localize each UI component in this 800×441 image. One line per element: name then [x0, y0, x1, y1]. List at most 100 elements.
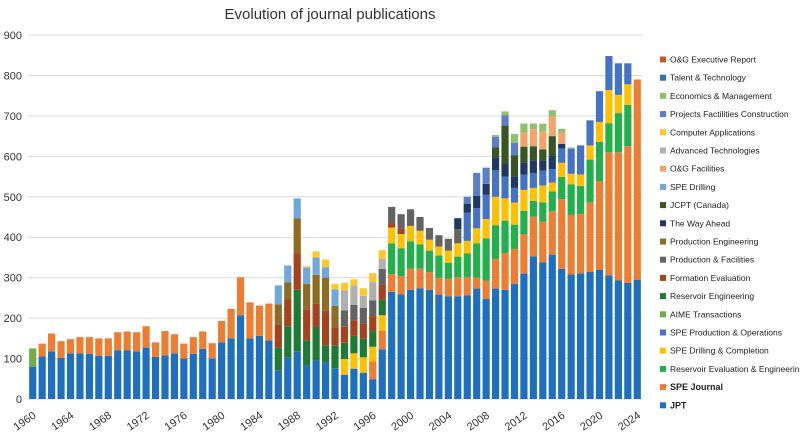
y-tick-label: 0 — [16, 394, 22, 406]
bar-segment-spe-journal-1998 — [388, 274, 396, 292]
bar-segment-projects-factilities-construction-2009 — [491, 136, 500, 148]
bar-segment-spe-drilling-completion-2015 — [548, 182, 556, 192]
bar-segment-formation-evaluation-1998 — [388, 223, 396, 228]
legend-swatch — [660, 311, 666, 318]
bar-segment-spe-journal-1961 — [38, 343, 46, 357]
bar-segment-jcpt-canada--2012 — [520, 146, 528, 163]
bar-segment-spe-drilling-completion-2006 — [463, 240, 471, 254]
bar-segment-reservoir-evaluation-engineering-2012 — [520, 210, 528, 235]
bar-segment-spe-drilling-completion-2018 — [577, 174, 585, 186]
legend-label: JCPT (Canada) — [670, 200, 729, 210]
bar-segment-formation-evaluation-1993 — [340, 326, 349, 343]
bar-segment-jcpt-canada--2010 — [501, 125, 509, 165]
bar-segment-spe-drilling-completion-2009 — [491, 196, 500, 226]
bar-segment-jpt-1993 — [340, 374, 349, 399]
bar-segment-jpt-1994 — [350, 368, 358, 399]
bar-segment-reservoir-evaluation-engineering-2016 — [558, 176, 566, 200]
bar-segment-o-g-facilities-2013 — [529, 129, 537, 147]
x-tick-label: 1976 — [163, 410, 190, 434]
bar-segment-the-way-ahead-2015 — [548, 155, 556, 170]
bar-segment-spe-drilling-1989 — [303, 267, 311, 284]
legend-swatch — [660, 147, 666, 154]
bar-segment-spe-drilling-completion-2002 — [425, 239, 434, 251]
bar-segment-the-way-ahead-2016 — [558, 143, 566, 149]
bar-segment-spe-journal-1964 — [66, 339, 75, 354]
bar-segment-jpt-1976 — [180, 358, 188, 399]
bar-segment-production-engineering-1989 — [303, 283, 311, 310]
bar-segment-production-facilities-1997 — [378, 268, 386, 285]
bar-segment-projects-factilities-construction-2006 — [463, 196, 471, 204]
bar-segment-reservoir-engineering-1994 — [350, 335, 358, 354]
bar-segment-spe-drilling-completion-2008 — [482, 219, 490, 239]
bar-segment-production-facilities-1993 — [340, 310, 349, 327]
bar-segment-spe-production-operations-2010 — [501, 176, 509, 199]
bar-segment-jpt-1964 — [66, 353, 75, 399]
bar-segment-reservoir-evaluation-engineering-2008 — [482, 238, 490, 281]
bar-segment-spe-journal-1963 — [57, 341, 65, 358]
x-tick-label: 2000 — [389, 410, 416, 434]
legend-label: Formation Evaluation — [670, 273, 751, 283]
bar-segment-jpt-1990 — [312, 360, 320, 399]
bar-segment-economics-management-2012 — [520, 123, 528, 133]
bar-segment-reservoir-engineering-1995 — [359, 338, 367, 358]
bar-segment-spe-journal-1968 — [104, 338, 112, 356]
bar-segment-jpt-1978 — [199, 348, 207, 399]
bar-segment-the-way-ahead-2006 — [463, 203, 471, 213]
bar-segment-jpt-1986 — [274, 370, 282, 399]
bar-segment-economics-management-2009 — [491, 134, 500, 137]
legend-label: The Way Ahead — [670, 218, 730, 228]
bar-segment-computer-applications-1993 — [340, 282, 349, 291]
bar-segment-jpt-2017 — [567, 274, 575, 399]
bar-segment-projects-factilities-construction-2011 — [510, 142, 519, 156]
bar-segment-jpt-1961 — [38, 356, 46, 399]
bar-segment-reservoir-evaluation-engineering-2017 — [567, 184, 575, 215]
bar-segment-reservoir-evaluation-engineering-2007 — [473, 243, 481, 278]
bar-segment-reservoir-evaluation-engineering-2015 — [548, 191, 556, 212]
bar-segment-computer-applications-1989 — [303, 266, 311, 268]
legend-swatch — [660, 238, 666, 245]
bar-segment-spe-production-operations-2012 — [520, 174, 528, 190]
bar-segment-spe-drilling-completion-1995 — [359, 357, 367, 373]
bar-segment-spe-drilling-completion-2003 — [435, 246, 443, 256]
bar-segment-production-facilities-1996 — [369, 300, 377, 317]
y-tick-label: 200 — [4, 313, 22, 325]
bar-segment-jcpt-canada--2011 — [510, 155, 519, 177]
legend-swatch — [660, 74, 666, 81]
bar-segment-formation-evaluation-1996 — [369, 316, 377, 332]
bar-segment-spe-journal-2014 — [539, 221, 547, 263]
bar-segment-spe-journal-1996 — [369, 361, 377, 380]
bar-segment-reservoir-engineering-1992 — [331, 345, 339, 369]
bar-segment-spe-journal-1972 — [142, 326, 150, 348]
bar-segment-spe-drilling-completion-1998 — [388, 227, 396, 244]
bar-segment-reservoir-evaluation-engineering-2006 — [463, 253, 471, 278]
bar-segment-reservoir-evaluation-engineering-2014 — [539, 202, 547, 222]
legend-item: SPE Drilling & Completion — [660, 346, 769, 356]
bar-segment-spe-journal-2003 — [435, 277, 443, 295]
bar-segment-aime-transactions-1960 — [29, 348, 37, 367]
bar-segment-projects-factilities-construction-2008 — [482, 167, 490, 184]
bar-segment-jpt-1972 — [142, 347, 150, 399]
bar-segment-reservoir-evaluation-engineering-1998 — [388, 243, 396, 275]
bar-segment-advanced-technologies-1996 — [369, 282, 377, 301]
bar-segment-computer-applications-1995 — [359, 288, 367, 296]
legend-item: O&G Executive Report — [660, 55, 757, 65]
bar-segment-production-engineering-1987 — [284, 282, 292, 300]
legend-item: JPT — [660, 400, 687, 410]
legend-swatch — [660, 183, 666, 190]
legend-label: Production & Facilities — [670, 255, 754, 265]
bar-segment-jpt-2024 — [633, 279, 641, 399]
y-axis-ticks: 0 100 200 300 400 500 600 700 800 900 — [4, 30, 22, 406]
x-tick-label: 1960 — [12, 410, 39, 434]
bar-segment-spe-journal-1976 — [180, 343, 188, 359]
bar-segment-jpt-1982 — [236, 315, 245, 399]
bar-segment-jpt-1983 — [246, 338, 254, 399]
bar-segment-formation-evaluation-1989 — [303, 309, 311, 341]
bar-segment-spe-journal-2011 — [510, 248, 519, 284]
bar-segment-spe-drilling-completion-2022 — [614, 94, 622, 114]
legend-label: SPE Drilling — [670, 182, 716, 192]
bar-segment-reservoir-evaluation-engineering-2018 — [577, 185, 585, 215]
bar-segment-reservoir-evaluation-engineering-2023 — [624, 104, 632, 147]
legend-item: SPE Production & Operations — [660, 328, 782, 338]
bar-segment-spe-journal-1973 — [151, 342, 160, 357]
